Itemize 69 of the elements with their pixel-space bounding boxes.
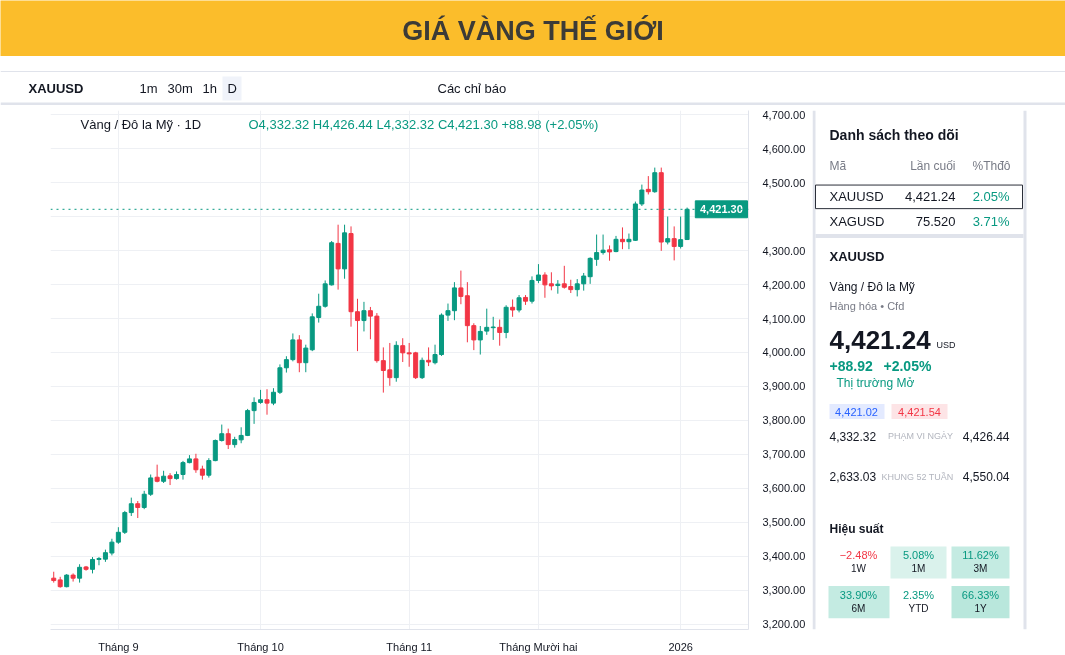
- x-tick-label: Tháng 9: [98, 640, 139, 653]
- text: YTD: [908, 603, 929, 615]
- text: USD: [936, 340, 956, 351]
- text: 75.520: [915, 214, 956, 230]
- y-tick-label: 4,100.00: [762, 312, 806, 325]
- text: 4,426.44: [962, 430, 1010, 445]
- text: 3.71%: [972, 214, 1010, 230]
- text: 4,421.54: [898, 405, 941, 418]
- y-tick-label: 3,700.00: [762, 448, 806, 461]
- text: 30m: [167, 81, 193, 96]
- text: +88.92: [829, 358, 873, 375]
- text: 5.08%: [902, 548, 935, 561]
- text: −2.48%: [839, 548, 878, 561]
- x-tick-label: Tháng 11: [386, 640, 433, 653]
- text: 2.05%: [972, 188, 1010, 204]
- text: Lần cuối: [910, 159, 956, 174]
- y-tick-label: 3,600.00: [762, 482, 806, 495]
- text: PHẠM VI NGÀY: [887, 431, 954, 442]
- text: 1m: [139, 81, 158, 96]
- text: XAUUSD: [829, 249, 885, 265]
- y-tick-label: 3,200.00: [762, 618, 806, 631]
- x-tick-label: Tháng 10: [237, 640, 284, 653]
- y-tick-label: 4,500.00: [762, 176, 806, 189]
- text: 3M: [973, 562, 988, 574]
- chart-title: GIÁ VÀNG THẾ GIỚI: [402, 14, 664, 46]
- ref-line-label: 4,421.30: [699, 203, 743, 216]
- text: 2.35%: [902, 588, 935, 601]
- text: 4,421.24: [904, 188, 956, 204]
- y-tick-label: 4,000.00: [762, 346, 806, 359]
- text: 6M: [851, 603, 866, 615]
- text: XAGUSD: [829, 214, 885, 230]
- y-tick-label: 4,700.00: [762, 108, 806, 121]
- text: Mã: [829, 159, 847, 174]
- text: 4,421.02: [835, 405, 878, 418]
- text: 33.90%: [839, 588, 878, 601]
- text: 1Y: [974, 603, 987, 615]
- text: 4,421.24: [829, 324, 932, 355]
- text: 1M: [911, 562, 926, 574]
- text: XAUUSD: [28, 81, 84, 96]
- text: 1W: [851, 562, 867, 574]
- y-tick-label: 3,300.00: [762, 584, 806, 597]
- y-tick-label: 3,400.00: [762, 550, 806, 563]
- text: Vàng / Đô la Mỹ · 1D: [80, 116, 202, 132]
- text: 4,332.32: [829, 430, 877, 445]
- text: Thị trường Mở: [836, 376, 915, 391]
- y-tick-label: 4,600.00: [762, 142, 806, 155]
- x-tick-label: Tháng Mười hai: [499, 640, 578, 653]
- y-tick-label: 3,900.00: [762, 380, 806, 393]
- y-tick-label: 3,500.00: [762, 516, 806, 529]
- text: Hiệu suất: [829, 522, 884, 537]
- text: 4,550.04: [962, 470, 1010, 485]
- text: Vàng / Đô la Mỹ: [829, 279, 915, 294]
- text: %Thđô: [972, 159, 1011, 174]
- text: 2,633.03: [829, 470, 877, 485]
- y-tick-label: 3,800.00: [762, 414, 806, 427]
- text: +2.05%: [883, 358, 932, 375]
- y-tick-label: 4,200.00: [762, 278, 806, 291]
- y-tick-label: 4,300.00: [762, 244, 806, 257]
- annotation: O4,332.32 H4,426.44 L4,332.32 C4,421.30 +88.98 (+2.05%): [248, 116, 599, 132]
- x-tick-label: 2026: [668, 640, 693, 653]
- text: 66.33%: [961, 588, 1000, 601]
- text: D: [227, 81, 237, 96]
- text: XAUUSD: [829, 188, 884, 204]
- text: KHUNG 52 TUẦN: [881, 471, 954, 482]
- text: Các chỉ báo: [437, 81, 507, 96]
- text: 11.62%: [962, 548, 999, 561]
- text: Danh sách theo dõi: [829, 127, 959, 144]
- text: 1h: [202, 81, 217, 96]
- text: Hàng hóa • Cfd: [829, 299, 905, 312]
